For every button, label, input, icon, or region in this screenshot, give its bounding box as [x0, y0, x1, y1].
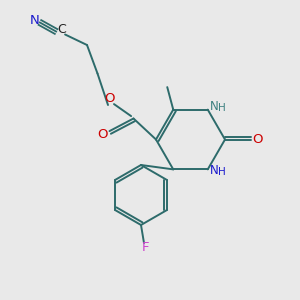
Text: H: H [218, 167, 226, 177]
Text: C: C [57, 23, 66, 36]
Text: N: N [210, 100, 219, 113]
Text: N: N [210, 164, 219, 177]
Text: F: F [142, 241, 149, 254]
Text: N: N [30, 14, 39, 27]
Text: O: O [104, 92, 115, 105]
Text: H: H [218, 103, 226, 113]
Text: O: O [98, 128, 108, 141]
Text: O: O [252, 133, 262, 146]
